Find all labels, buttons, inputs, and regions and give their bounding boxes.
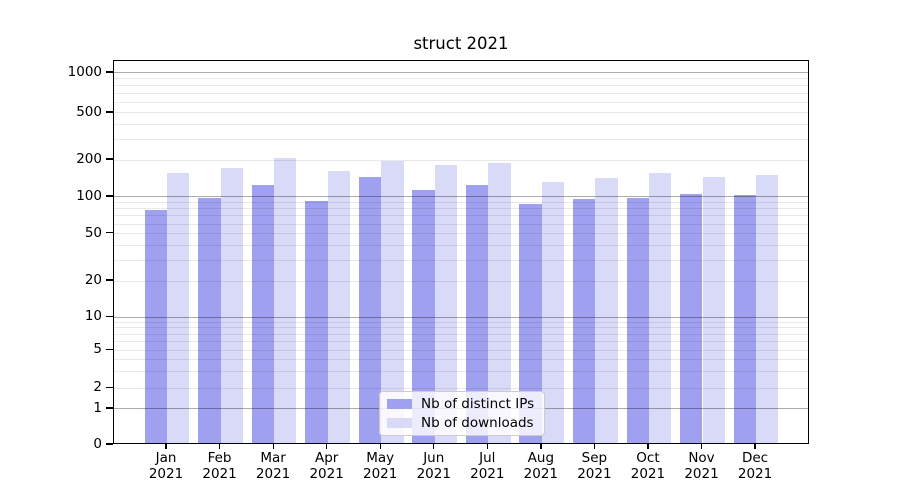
x-tick-mark xyxy=(754,444,756,449)
x-tick-label: Apr 2021 xyxy=(309,450,344,482)
y-tick-label: 200 xyxy=(76,151,102,168)
x-tick-mark xyxy=(272,444,274,449)
x-tick-mark xyxy=(486,444,488,449)
bar-distinct-ips-aug xyxy=(519,203,542,443)
bar-distinct-ips-jan xyxy=(144,209,167,443)
y-tick-mark xyxy=(106,232,113,234)
legend-item-downloads: Nb of downloads xyxy=(387,415,537,431)
bar-distinct-ips-apr xyxy=(305,200,328,443)
x-tick-label: Oct 2021 xyxy=(630,450,666,482)
y-tick-mark xyxy=(106,386,113,388)
bar-downloads-sep xyxy=(595,177,618,443)
y-tick-label: 50 xyxy=(84,224,102,241)
x-tick-mark xyxy=(647,444,649,449)
legend-item-distinct-ips: Nb of distinct IPs xyxy=(387,396,537,412)
bar-downloads-jun xyxy=(434,164,458,443)
y-tick-label: 2 xyxy=(93,379,102,396)
plot-area xyxy=(113,60,809,444)
x-tick-mark xyxy=(218,444,221,449)
bar-distinct-ips-mar xyxy=(251,184,275,443)
x-tick-mark xyxy=(540,444,542,449)
y-tick-label: 1000 xyxy=(67,63,102,80)
bar-downloads-nov xyxy=(702,177,725,443)
y-tick-label: 100 xyxy=(76,187,102,204)
bar-distinct-ips-nov xyxy=(680,193,703,443)
x-tick-mark xyxy=(433,444,435,449)
bar-downloads-feb xyxy=(220,167,243,443)
x-tick-label: Aug 2021 xyxy=(523,450,559,482)
bar-downloads-mar xyxy=(274,158,297,443)
y-tick-label: 5 xyxy=(93,341,102,358)
legend: Nb of distinct IPs Nb of downloads xyxy=(379,391,545,436)
x-tick-mark xyxy=(165,444,167,449)
bar-downloads-may xyxy=(381,161,404,443)
y-tick-mark xyxy=(106,195,113,197)
x-tick-label: Nov 2021 xyxy=(684,450,719,482)
y-tick-label: 10 xyxy=(84,308,102,325)
x-tick-label: Mar 2021 xyxy=(255,450,291,482)
x-tick-label: Sep 2021 xyxy=(577,450,612,482)
bar-distinct-ips-oct xyxy=(626,197,649,443)
y-tick-mark xyxy=(106,71,113,73)
x-tick-label: Jul 2021 xyxy=(470,450,505,482)
chart-title: struct 2021 xyxy=(413,34,509,53)
x-tick-label: Jun 2021 xyxy=(416,450,451,482)
y-tick-label: 20 xyxy=(84,272,102,289)
bar-downloads-jul xyxy=(488,163,511,443)
legend-label-downloads: Nb of downloads xyxy=(421,415,534,431)
y-tick-mark xyxy=(106,315,113,317)
x-tick-mark xyxy=(700,444,703,449)
x-tick-label: Feb 2021 xyxy=(202,450,237,482)
bar-distinct-ips-sep xyxy=(573,199,596,443)
y-tick-mark xyxy=(106,348,113,350)
y-tick-mark xyxy=(106,407,113,409)
bar-distinct-ips-dec xyxy=(733,194,757,443)
x-tick-mark xyxy=(326,444,328,449)
x-tick-mark xyxy=(379,444,381,449)
bar-distinct-ips-jun xyxy=(412,189,435,443)
y-tick-mark xyxy=(106,279,113,281)
y-tick-label: 500 xyxy=(76,103,102,120)
y-tick-mark xyxy=(106,158,113,160)
legend-label-distinct-ips: Nb of distinct IPs xyxy=(421,396,535,412)
y-tick-label: 0 xyxy=(93,436,102,452)
x-tick-mark xyxy=(593,444,596,449)
y-tick-mark xyxy=(106,443,113,445)
bar-downloads-aug xyxy=(541,182,565,443)
legend-swatch-distinct-ips xyxy=(387,398,412,410)
bar-downloads-jan xyxy=(167,173,190,443)
legend-swatch-downloads xyxy=(387,417,412,429)
bars-layer xyxy=(114,61,808,443)
bar-downloads-dec xyxy=(756,174,779,443)
bar-distinct-ips-may xyxy=(358,177,382,443)
bar-distinct-ips-feb xyxy=(198,198,221,443)
x-tick-label: Jan 2021 xyxy=(148,450,184,482)
bar-downloads-oct xyxy=(648,172,672,443)
y-tick-mark xyxy=(106,111,113,113)
x-tick-label: Dec 2021 xyxy=(737,450,773,482)
bar-downloads-apr xyxy=(327,170,351,443)
x-tick-label: May 2021 xyxy=(363,450,398,482)
bar-distinct-ips-jul xyxy=(465,184,489,443)
y-tick-label: 1 xyxy=(93,399,102,416)
